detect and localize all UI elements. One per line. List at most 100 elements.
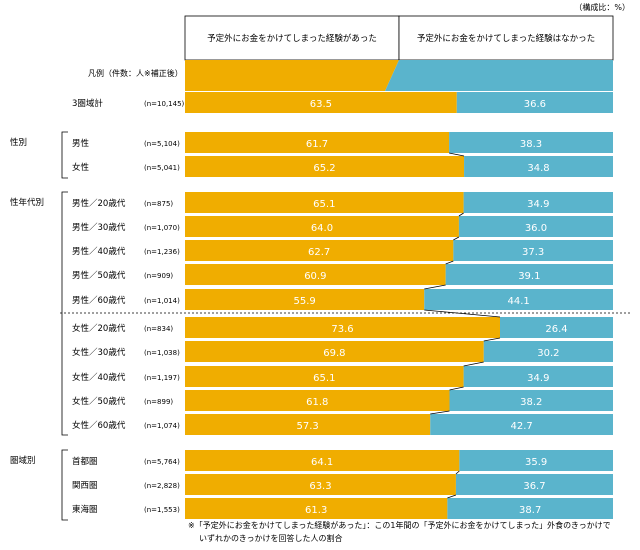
row-label: 女性／20歳代: [72, 323, 126, 334]
group-bracket: [61, 449, 68, 521]
bar-yes: [185, 341, 484, 362]
group-label: 性年代別: [10, 197, 44, 208]
row-label: 女性／30歳代: [72, 347, 126, 358]
bar-row: 東海圏 (n=1,553) 61.3 38.7: [72, 494, 613, 519]
value-yes: 69.8: [323, 348, 345, 359]
bar-no: [500, 317, 613, 338]
value-yes: 64.1: [311, 457, 333, 468]
value-yes: 60.9: [304, 271, 326, 282]
value-yes: 63.3: [309, 481, 331, 492]
footnote-line-2: いずれかのきっかけを回答した人の割合: [199, 533, 342, 543]
row-label: 関西圏: [72, 481, 98, 491]
connector-line: [424, 309, 501, 318]
bar-row: 女性／30歳代 (n=1,038) 69.8 30.2: [72, 337, 613, 362]
bar-row: 女性／20歳代 (n=834) 73.6 26.4: [72, 309, 613, 338]
row-label: 男性／40歳代: [72, 246, 126, 257]
bar-row: 男性／20歳代 (n=875) 65.1 34.9: [72, 192, 613, 213]
row-n: (n=899): [144, 398, 173, 406]
bar-no: [447, 498, 613, 519]
connector-line: [445, 260, 454, 265]
value-yes: 62.7: [308, 247, 330, 258]
legend-row: 凡例（件数：人※補正後）: [88, 60, 613, 91]
bar-no: [449, 132, 613, 153]
row-n: (n=1,236): [144, 248, 180, 256]
bar-no: [458, 216, 613, 237]
group-bracket: [61, 131, 68, 179]
connector-line: [483, 337, 501, 342]
bar-row: 男性／30歳代 (n=1,070) 64.0 36.0: [72, 212, 613, 237]
value-no: 42.7: [510, 421, 532, 432]
row-n: (n=834): [144, 325, 173, 333]
value-no: 44.1: [507, 296, 529, 307]
value-no: 38.2: [520, 397, 542, 408]
legend-no-swatch: [385, 60, 613, 91]
bar-no: [449, 390, 613, 411]
bar-no: [430, 414, 613, 435]
value-no: 37.3: [522, 247, 544, 258]
bar-yes: [185, 450, 460, 471]
row-n: (n=1,038): [144, 349, 180, 357]
value-no: 34.9: [527, 199, 549, 210]
value-yes: 65.2: [313, 163, 335, 174]
value-yes: 57.3: [296, 421, 318, 432]
row-label: 男性／20歳代: [72, 198, 126, 209]
bar-row: 首都圏 (n=5,764) 64.1 35.9: [72, 450, 613, 471]
header-yes-box: [184, 15, 400, 61]
row-label: 男性／60歳代: [72, 295, 126, 306]
bar-row: 女性 (n=5,041) 65.2 34.8: [72, 152, 613, 177]
header-yes: 予定外にお金をかけてしまった経験があった: [207, 33, 377, 44]
bar-row: 3圏域計 (n=10,145) 63.5 36.6: [72, 92, 613, 113]
bar-yes: [185, 289, 425, 310]
value-yes: 65.1: [313, 199, 335, 210]
bar-row: 男性／40歳代 (n=1,236) 62.7 37.3: [72, 236, 613, 261]
bar-yes: [185, 474, 456, 495]
row-label: 男性: [72, 138, 90, 149]
connector-line: [449, 386, 464, 391]
bar-no: [463, 366, 613, 387]
bar-no: [456, 92, 613, 113]
header-no: 予定外にお金をかけてしまった経験はなかった: [417, 33, 595, 44]
bars: 3圏域計 (n=10,145) 63.5 36.6 男性 (n=5,104) 61.7 38.…: [72, 92, 613, 519]
row-n: (n=1,553): [144, 506, 180, 514]
bar-row: 男性／60歳代 (n=1,014) 55.9 44.1: [72, 284, 613, 310]
value-no: 34.9: [527, 373, 549, 384]
connector-line: [430, 410, 450, 415]
value-no: 38.3: [520, 139, 542, 150]
value-yes: 55.9: [293, 296, 315, 307]
bar-yes: [185, 240, 454, 261]
bar-no: [464, 156, 613, 177]
row-n: (n=5,041): [144, 164, 180, 172]
group-label: 圏域別: [10, 455, 36, 466]
row-n: (n=5,764): [144, 458, 180, 466]
bar-yes: [185, 264, 446, 285]
value-yes: 61.7: [306, 139, 328, 150]
connector-line: [458, 212, 464, 217]
row-label: 首都圏: [72, 456, 98, 467]
bar-no: [455, 474, 613, 495]
bar-no: [424, 289, 613, 310]
row-label: 女性／60歳代: [72, 420, 126, 431]
value-no: 30.2: [537, 348, 559, 359]
column-headers: 予定外にお金をかけてしまった経験があった 予定外にお金をかけてしまった経験はなか…: [184, 15, 614, 61]
bar-yes: [185, 498, 448, 519]
bar-no: [453, 240, 613, 261]
bar-no: [459, 450, 613, 471]
bar-row: 女性／60歳代 (n=1,074) 57.3 42.7: [72, 410, 613, 435]
bar-no: [445, 264, 613, 285]
connector-line: [455, 470, 460, 475]
value-yes: 73.6: [331, 324, 353, 335]
connector-line: [424, 284, 446, 290]
value-no: 36.0: [525, 223, 547, 234]
row-n: (n=2,828): [144, 482, 180, 490]
row-n: (n=1,074): [144, 422, 180, 430]
legend-label: 凡例（件数：人※補正後）: [88, 68, 183, 78]
bar-yes: [185, 192, 464, 213]
bar-yes: [185, 156, 465, 177]
value-no: 26.4: [545, 324, 567, 335]
footnote-line-1: ※「予定外にお金をかけてしまった経験があった」：この1年間の「予定外にお金をかけ…: [188, 520, 611, 530]
row-n: (n=5,104): [144, 140, 180, 148]
bar-yes: [185, 414, 431, 435]
row-label: 東海圏: [72, 504, 98, 515]
row-label: 女性: [72, 162, 90, 173]
